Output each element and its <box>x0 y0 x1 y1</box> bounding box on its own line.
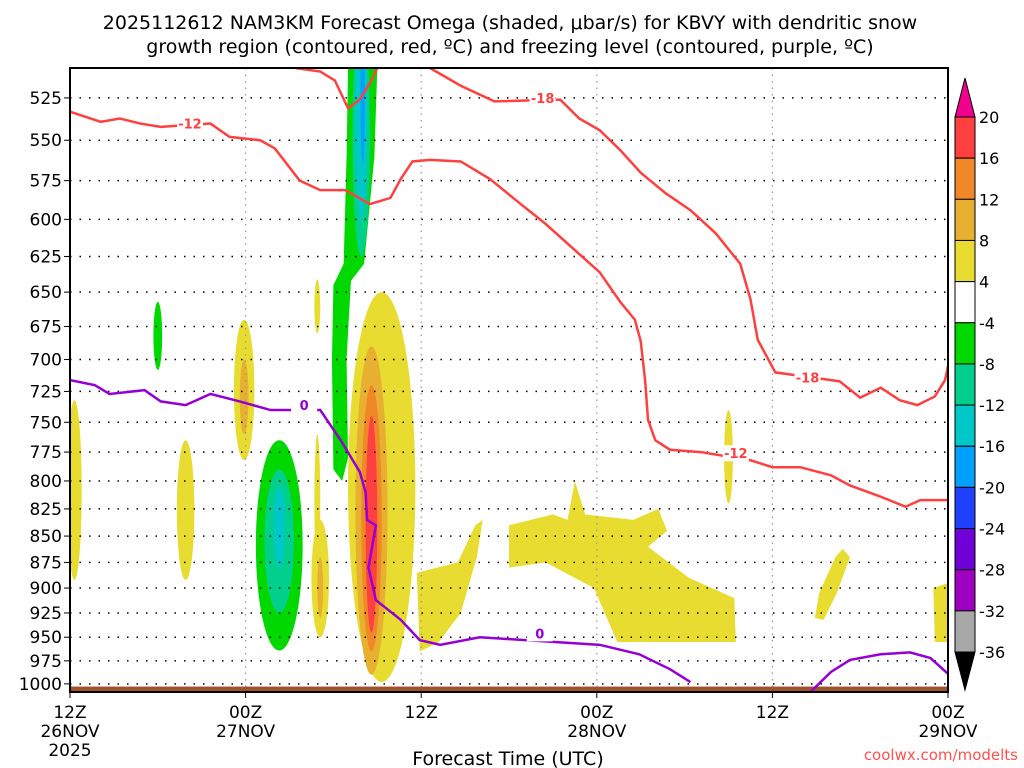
y-tick-label: 550 <box>30 131 62 151</box>
omega-shaded-region <box>314 279 321 334</box>
contour-label: -12 <box>178 118 202 133</box>
colorbar-swatch <box>954 157 976 200</box>
x-tick-label: 12Z <box>53 703 86 723</box>
y-tick-label: 575 <box>30 172 62 192</box>
colorbar-label: -12 <box>979 396 1005 415</box>
omega-shaded-region <box>70 400 82 580</box>
colorbar-swatch <box>954 569 976 612</box>
x-tick-label: 29NOV <box>918 722 977 742</box>
colorbar-label: -20 <box>979 478 1005 497</box>
colorbar-label: -28 <box>979 561 1005 580</box>
x-tick-label: 12Z <box>405 703 438 723</box>
colorbar-label: 20 <box>979 108 999 127</box>
y-tick-label: 900 <box>30 579 62 599</box>
y-tick-label: 750 <box>30 413 62 433</box>
omega-shaded-region <box>176 440 195 580</box>
colorbar-label: 16 <box>979 149 999 168</box>
x-tick-label: 28NOV <box>567 722 626 742</box>
colorbar-swatch <box>954 610 976 653</box>
x-tick-label: 12Z <box>756 703 789 723</box>
x-tick-label: 00Z <box>229 703 262 723</box>
x-tick-label: 26NOV <box>40 722 99 742</box>
colorbar-label: -24 <box>979 520 1005 539</box>
colorbar-swatch <box>954 239 976 283</box>
colorbar-under-triangle <box>954 651 976 692</box>
colorbar-label: 4 <box>979 273 989 292</box>
colorbar-swatch <box>954 486 976 530</box>
y-tick-label: 825 <box>30 500 62 520</box>
chart-title-line2: growth region (contoured, red, ºC) and f… <box>146 36 873 58</box>
colorbar-swatch <box>954 116 976 159</box>
minus18-contour-top <box>295 68 379 111</box>
plot-frame <box>69 67 949 693</box>
omega-shaded-region <box>365 416 378 633</box>
contour-label: -18 <box>531 92 555 107</box>
contour-label-bg <box>794 369 821 386</box>
minus12-contour <box>70 110 948 509</box>
colorbar-label: 8 <box>979 231 989 250</box>
credit-text: coolwx.com/modelts <box>864 746 1018 764</box>
x-tick-label: 27NOV <box>216 722 275 742</box>
colorbar-swatch <box>954 322 976 365</box>
x-axis-label: Forecast Time (UTC) <box>412 748 603 768</box>
contour-label-bg <box>529 89 556 106</box>
minus18-contour <box>429 68 948 407</box>
y-tick-label: 675 <box>30 317 62 337</box>
omega-shaded-region <box>239 359 249 435</box>
y-tick-label: 650 <box>30 283 62 303</box>
y-tick-label: 875 <box>30 553 62 573</box>
contour-label: -12 <box>724 447 748 462</box>
colorbar-swatch <box>954 404 976 447</box>
omega-shaded-region <box>314 434 321 568</box>
colorbar-swatch <box>954 363 976 406</box>
y-tick-label: 700 <box>30 351 62 371</box>
colorbar-swatch <box>954 281 976 324</box>
colorbar-swatch <box>954 198 976 241</box>
x-tick-label: 00Z <box>931 703 964 723</box>
shading-layer <box>70 68 948 683</box>
omega-shaded-region <box>273 486 286 568</box>
omega-shaded-region <box>509 480 736 642</box>
y-tick-label: 950 <box>30 628 62 648</box>
y-tick-label: 625 <box>30 247 62 267</box>
contour-label-bg <box>722 445 749 462</box>
colorbar-label: 12 <box>979 190 999 209</box>
colorbar-over-triangle <box>954 77 976 118</box>
y-tick-label: 525 <box>30 89 62 109</box>
omega-shaded-region <box>814 548 850 620</box>
y-tick-label: 850 <box>30 527 62 547</box>
contour-label-bg <box>291 397 318 414</box>
y-tick-label: 925 <box>30 604 62 624</box>
omega-shaded-region <box>933 582 948 642</box>
y-tick-label: 600 <box>30 210 62 230</box>
ground-surface <box>70 686 948 692</box>
omega-shaded-region <box>317 557 324 618</box>
chart-title-line1: 2025112612 NAM3KM Forecast Omega (shaded… <box>103 12 917 34</box>
omega-shaded-region <box>153 301 163 370</box>
y-tick-label: 975 <box>30 652 62 672</box>
y-tick-label: 800 <box>30 472 62 492</box>
y-tick-label: 775 <box>30 443 62 463</box>
colorbar-label: -8 <box>979 355 995 374</box>
freezing-level-contour-2 <box>809 651 948 692</box>
contour-label: 0 <box>300 399 309 414</box>
omega-shaded-region <box>416 519 483 652</box>
colorbar-swatch <box>954 445 976 488</box>
y-tick-label: 725 <box>30 382 62 402</box>
colorbar-label: -32 <box>979 602 1005 621</box>
colorbar-label: -4 <box>979 314 995 333</box>
colorbar-label: -36 <box>979 643 1005 662</box>
contour-label-bg <box>176 115 203 132</box>
y-tick-label: 1000 <box>19 675 62 695</box>
contour-label: -18 <box>796 372 820 387</box>
freezing-level-contour <box>70 378 692 684</box>
contour-label: 0 <box>535 627 544 642</box>
colorbar-swatch <box>954 528 976 571</box>
contour-label-bg <box>526 625 553 642</box>
x-tick-label: 00Z <box>580 703 613 723</box>
x-tick-label: 2025 <box>48 741 91 761</box>
colorbar-label: -16 <box>979 437 1005 456</box>
